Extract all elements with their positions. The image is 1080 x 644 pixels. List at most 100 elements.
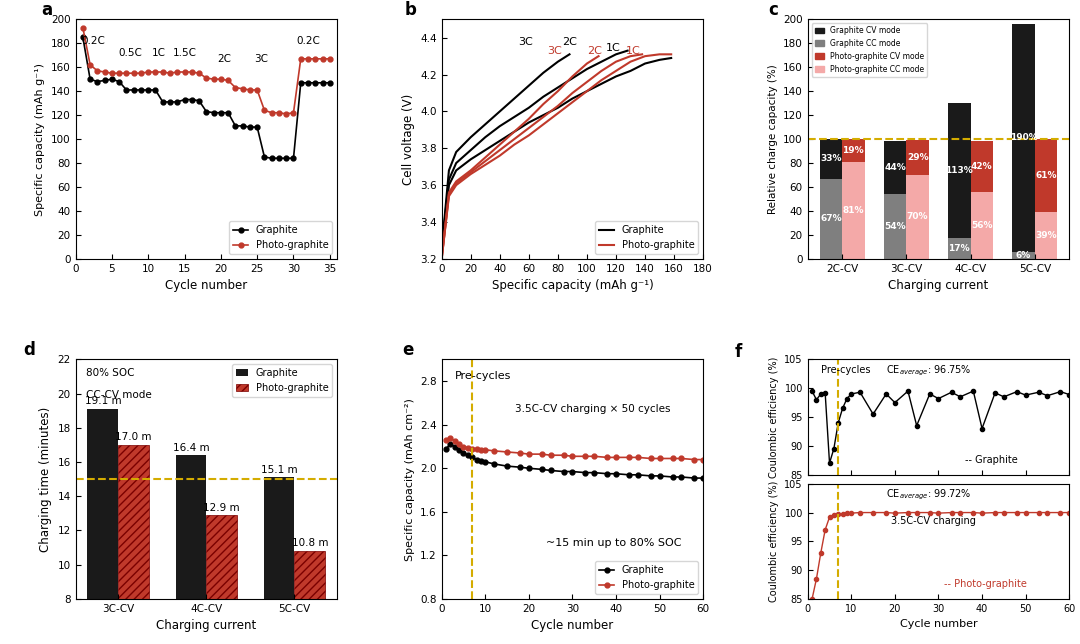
Graphite: [588, 469, 600, 477]
Text: d: d: [24, 341, 36, 359]
Graphite: [465, 453, 478, 461]
Graphite: [514, 463, 527, 471]
X-axis label: Specific capacity (mAh g⁻¹): Specific capacity (mAh g⁻¹): [491, 279, 653, 292]
Photo-graphite: [120, 70, 133, 77]
Graphite: [500, 462, 513, 470]
Text: 0.2C: 0.2C: [296, 35, 320, 46]
Photo-graphite: [77, 24, 90, 32]
Photo-graphite: [280, 110, 293, 118]
Photo-graphite: [192, 70, 205, 77]
Photo-graphite: [149, 68, 162, 76]
Graphite: [98, 77, 111, 84]
Photo-graphite: [272, 109, 285, 117]
Graphite: [666, 473, 679, 481]
Text: 2C: 2C: [586, 46, 602, 56]
Legend: Graphite, Photo-graphite: Graphite, Photo-graphite: [595, 562, 699, 594]
Graphite: [579, 469, 592, 477]
Text: 17.0 m: 17.0 m: [116, 432, 152, 442]
Photo-graphite: [186, 68, 199, 76]
Bar: [906, 140, 929, 175]
Graphite: [453, 446, 465, 453]
Text: c: c: [769, 1, 779, 19]
Text: 44%: 44%: [885, 164, 906, 173]
Photo-graphite: [83, 61, 96, 69]
Text: Pre-cycles: Pre-cycles: [821, 365, 870, 375]
Photo-graphite: [157, 68, 170, 76]
Graphite: [207, 109, 220, 117]
Line: Photo-graphite: Photo-graphite: [444, 435, 705, 462]
Graphite: [645, 472, 658, 480]
Photo-graphite: [294, 55, 307, 62]
Bar: [295, 551, 325, 644]
X-axis label: Cycle number: Cycle number: [900, 620, 977, 629]
Photo-graphite: [523, 450, 536, 458]
Graphite: [536, 466, 549, 473]
Graphite: [632, 471, 645, 478]
Bar: [906, 175, 929, 259]
Text: 1.5C: 1.5C: [173, 48, 197, 58]
Text: 15.1 m: 15.1 m: [260, 465, 297, 475]
Graphite: [112, 78, 125, 86]
Text: CE$_{average}$: 96.75%: CE$_{average}$: 96.75%: [887, 364, 972, 378]
Text: 3C: 3C: [254, 53, 268, 64]
Text: 33%: 33%: [820, 155, 841, 164]
Photo-graphite: [251, 86, 264, 94]
Bar: [842, 162, 865, 259]
Bar: [971, 142, 994, 192]
Graphite: [215, 109, 228, 117]
Photo-graphite: [453, 440, 465, 448]
Text: 2C: 2C: [562, 37, 577, 47]
Text: -- Photo-graphite: -- Photo-graphite: [944, 580, 1027, 589]
Legend: Graphite, Photo-graphite: Graphite, Photo-graphite: [229, 222, 333, 254]
Photo-graphite: [258, 106, 271, 114]
Graphite: [106, 75, 119, 83]
Photo-graphite: [163, 70, 176, 77]
Legend: Graphite, Photo-graphite: Graphite, Photo-graphite: [595, 222, 699, 254]
Bar: [820, 178, 842, 259]
Graphite: [448, 442, 461, 450]
Text: 19.1 m: 19.1 m: [84, 397, 121, 406]
Photo-graphite: [645, 455, 658, 462]
Graphite: [178, 96, 191, 104]
Text: 80% SOC: 80% SOC: [86, 368, 135, 378]
Photo-graphite: [536, 450, 549, 458]
X-axis label: Charging current: Charging current: [889, 279, 988, 292]
Graphite: [120, 86, 133, 94]
Photo-graphite: [557, 451, 570, 459]
Bar: [1012, 252, 1035, 259]
Y-axis label: Coulombic efficiency (%): Coulombic efficiency (%): [769, 356, 779, 478]
Graphite: [323, 79, 336, 87]
Text: 3C: 3C: [518, 37, 534, 47]
Photo-graphite: [465, 445, 478, 453]
Bar: [1035, 139, 1057, 212]
Photo-graphite: [697, 456, 710, 464]
Photo-graphite: [487, 447, 500, 455]
Graphite: [474, 457, 487, 464]
Photo-graphite: [171, 68, 184, 76]
Photo-graphite: [112, 70, 125, 77]
Graphite: [221, 109, 234, 117]
Photo-graphite: [178, 68, 191, 76]
Text: 61%: 61%: [1036, 171, 1057, 180]
Bar: [206, 515, 238, 644]
Graphite: [127, 86, 140, 94]
Text: CC-CV mode: CC-CV mode: [86, 390, 152, 400]
Legend: Graphite CV mode, Graphite CC mode, Photo-graphite CV mode, Photo-graphite CC mo: Graphite CV mode, Graphite CC mode, Phot…: [811, 23, 927, 77]
Line: Photo-graphite: Photo-graphite: [80, 25, 333, 117]
Photo-graphite: [688, 456, 701, 464]
Y-axis label: Charging time (minutes): Charging time (minutes): [39, 406, 52, 552]
Bar: [883, 142, 906, 194]
Photo-graphite: [609, 453, 622, 461]
Photo-graphite: [600, 453, 613, 461]
Text: 39%: 39%: [1036, 231, 1057, 240]
Graphite: [91, 78, 104, 86]
Photo-graphite: [544, 451, 557, 459]
Text: 67%: 67%: [820, 214, 841, 223]
Graphite: [200, 108, 213, 115]
Graphite: [287, 155, 300, 162]
Text: -- Graphite: -- Graphite: [964, 455, 1017, 465]
Line: Graphite: Graphite: [444, 442, 705, 480]
Bar: [883, 194, 906, 259]
Photo-graphite: [309, 55, 322, 62]
Bar: [842, 139, 865, 162]
